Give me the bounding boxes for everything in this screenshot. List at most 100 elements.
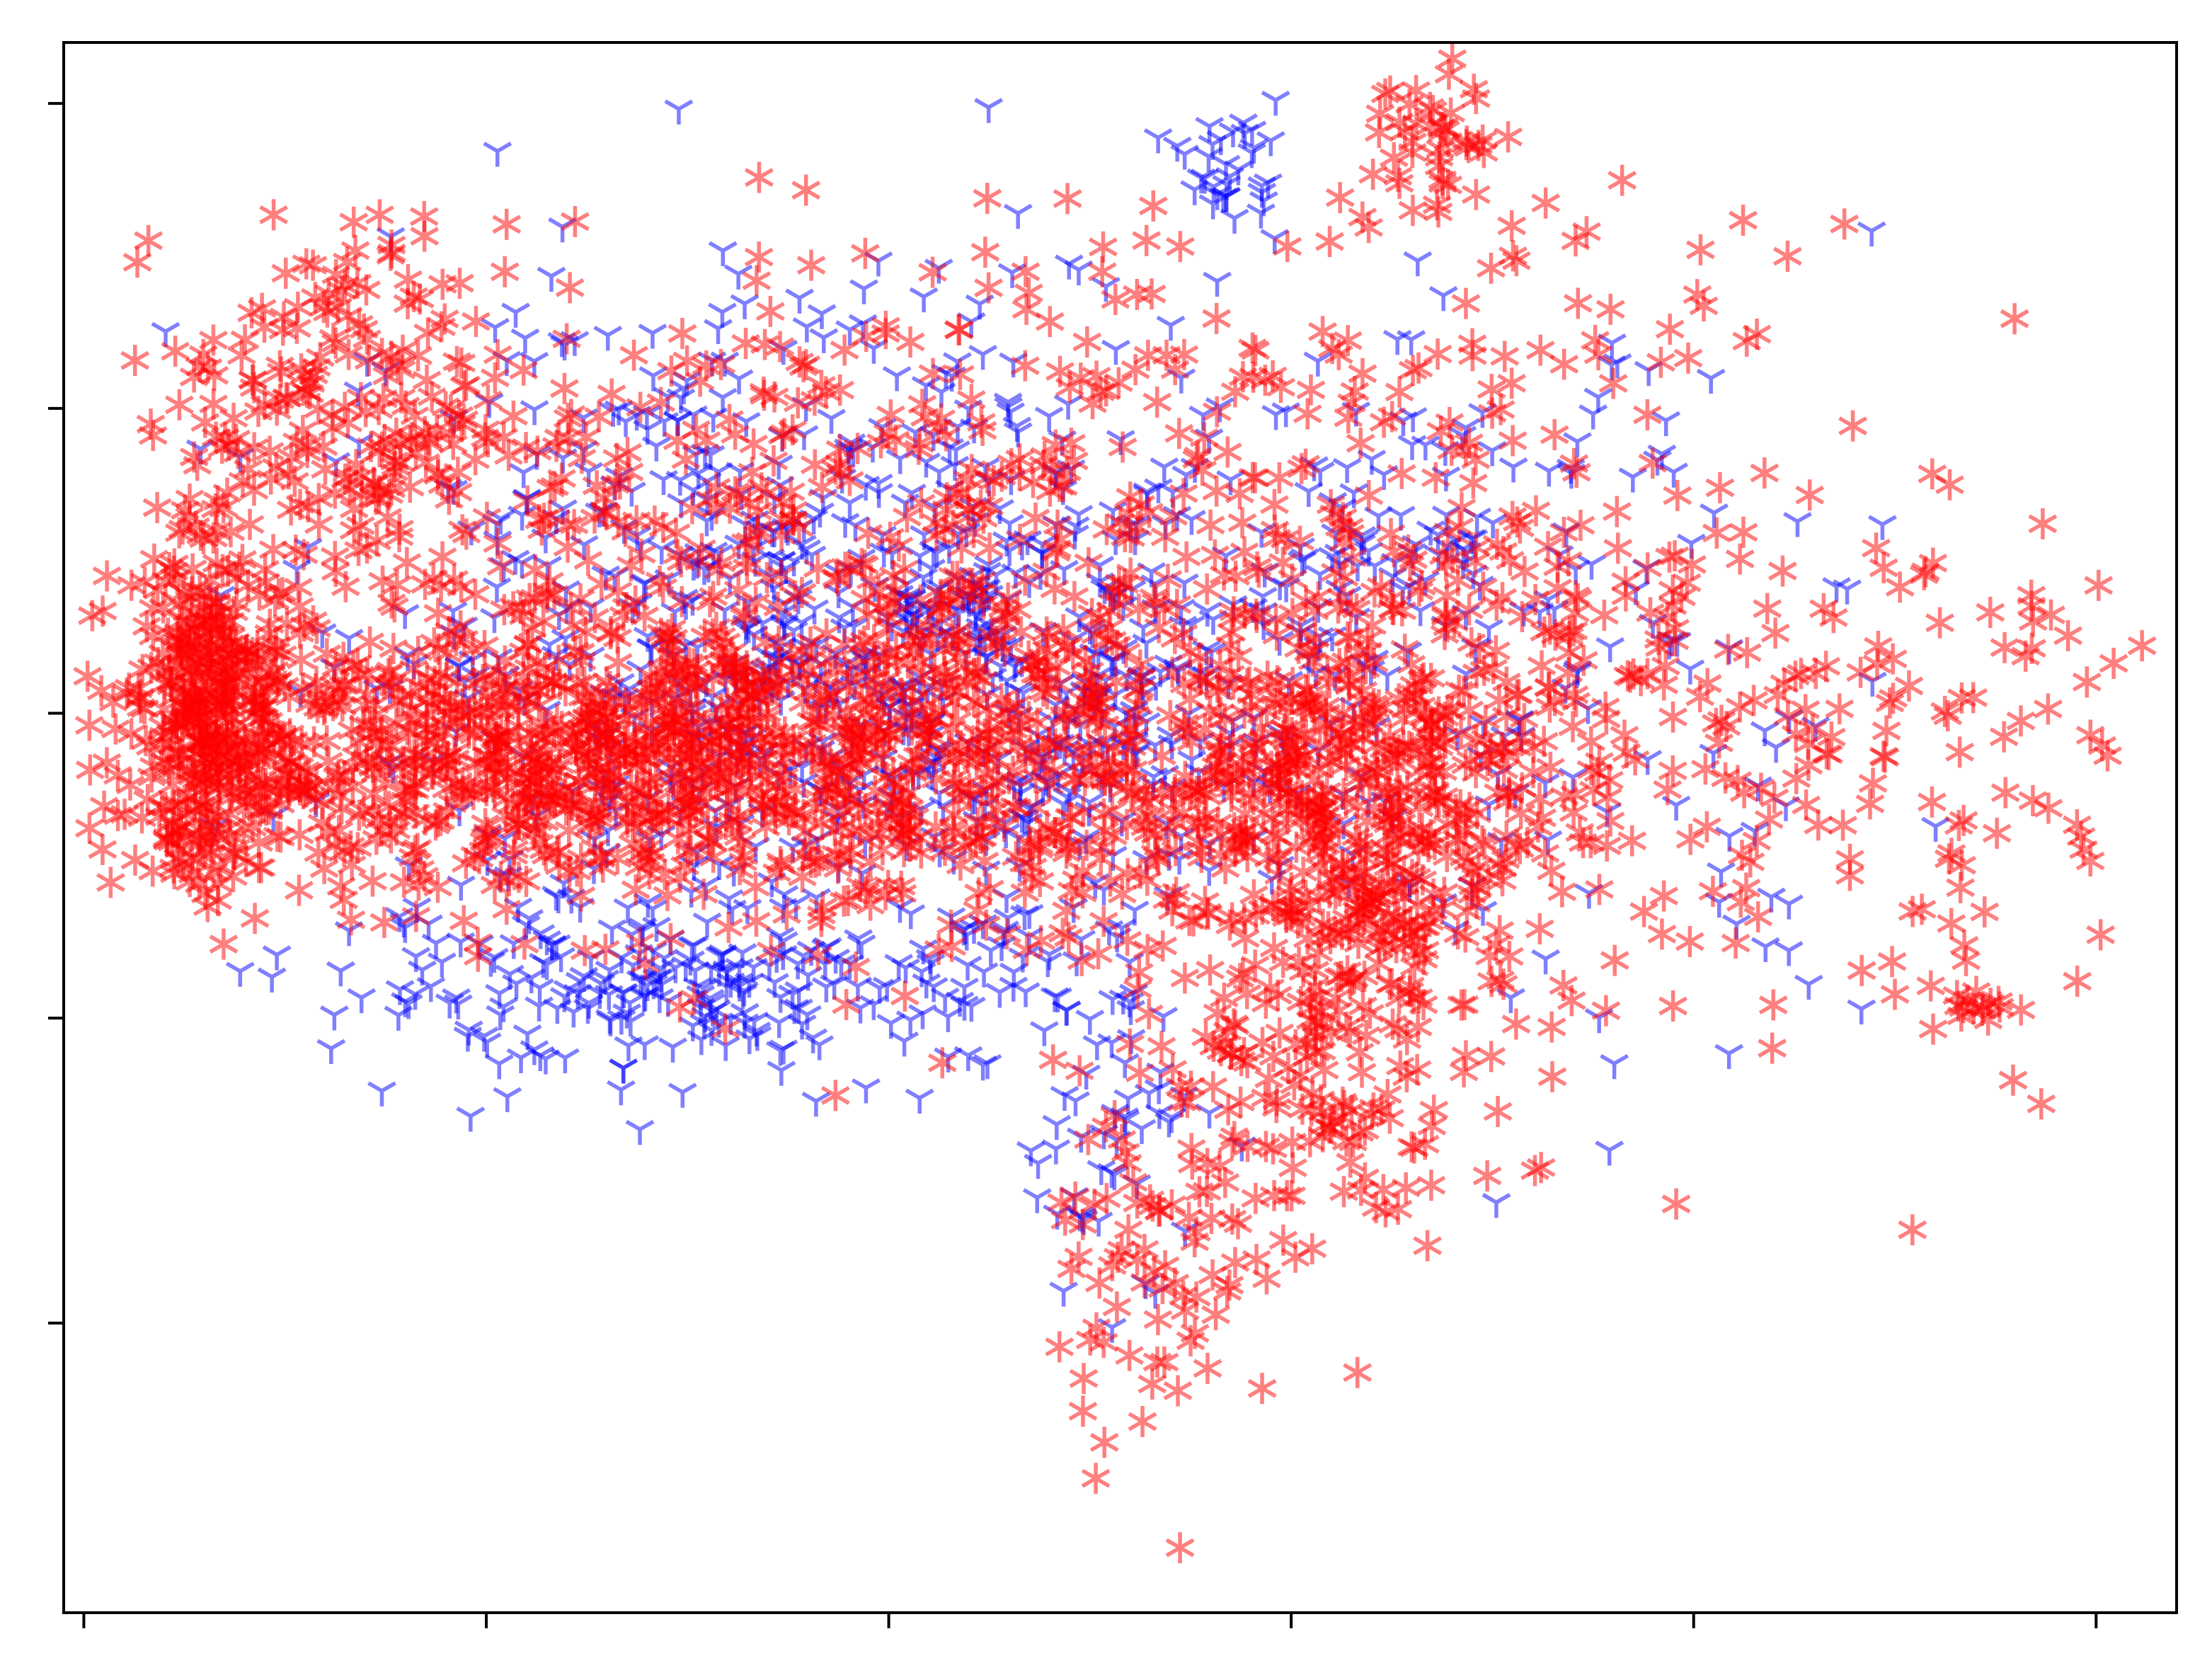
data-point <box>1595 1141 1624 1166</box>
data-point <box>1663 480 1692 512</box>
data-point <box>1675 659 1705 685</box>
data-point <box>1830 208 1859 240</box>
data-point <box>1812 738 1841 770</box>
data-point <box>615 993 645 1019</box>
data-point <box>1562 432 1592 457</box>
data-point <box>1483 1095 1513 1127</box>
data-point <box>225 961 255 987</box>
data-point <box>1264 462 1294 494</box>
data-point <box>1563 287 1593 319</box>
data-point <box>549 372 579 404</box>
data-point <box>262 945 292 971</box>
data-point <box>1578 404 1608 430</box>
data-point <box>849 279 878 304</box>
data-point <box>339 206 369 238</box>
data-point <box>569 966 599 992</box>
data-point <box>817 408 846 434</box>
data-point <box>996 402 1026 428</box>
data-point <box>933 1007 963 1032</box>
data-point <box>850 237 880 269</box>
data-point <box>1494 121 1523 153</box>
data-point <box>136 408 166 440</box>
data-point <box>560 205 590 237</box>
data-point <box>1990 777 2020 808</box>
data-point <box>1387 457 1416 489</box>
data-point <box>1457 328 1487 360</box>
data-point <box>1102 1291 1132 1323</box>
data-point <box>1675 925 1704 957</box>
data-point <box>1858 767 1888 799</box>
data-point <box>1256 131 1285 156</box>
data-point <box>1016 1141 1045 1167</box>
data-point <box>1675 823 1705 855</box>
data-point <box>1195 117 1225 142</box>
data-point <box>1061 1091 1090 1116</box>
data-point <box>1180 180 1210 205</box>
data-point <box>593 326 623 351</box>
data-point <box>1795 479 1825 511</box>
data-point <box>895 326 925 358</box>
data-point <box>1461 178 1491 210</box>
data-point <box>1082 1035 1112 1061</box>
data-point <box>1271 402 1301 428</box>
data-point <box>410 220 440 252</box>
data-point <box>1498 425 1528 457</box>
data-point <box>1428 285 1458 311</box>
data-point <box>725 976 755 1002</box>
data-point <box>1783 512 1812 537</box>
data-point <box>257 967 287 993</box>
data-point <box>88 833 118 865</box>
data-point <box>1042 1114 1072 1141</box>
data-point <box>537 266 566 292</box>
data-point <box>445 268 474 299</box>
data-point <box>985 983 1014 1008</box>
data-point <box>1658 755 1687 787</box>
data-point <box>1354 480 1384 512</box>
data-point <box>1045 1331 1075 1363</box>
data-point <box>1870 741 1900 773</box>
data-point <box>1885 571 1915 603</box>
data-point <box>801 1091 831 1117</box>
data-point <box>480 362 510 394</box>
data-point <box>541 934 571 959</box>
data-point <box>1917 786 1947 818</box>
data-point <box>1758 989 1788 1021</box>
data-point <box>976 940 1006 966</box>
data-point <box>1038 1044 1068 1076</box>
data-point <box>1482 1193 1511 1218</box>
data-point <box>953 1046 983 1071</box>
data-point <box>336 904 366 936</box>
data-point <box>120 345 150 377</box>
data-point <box>1143 128 1173 154</box>
data-point <box>1537 1061 1567 1092</box>
data-point <box>164 389 194 421</box>
data-point <box>974 272 1004 304</box>
data-point <box>927 1047 957 1079</box>
data-point <box>558 1002 588 1028</box>
data-point <box>730 294 760 319</box>
data-point <box>1713 634 1743 665</box>
data-point <box>667 1082 697 1108</box>
data-point <box>1084 1211 1113 1237</box>
data-point <box>1658 990 1687 1022</box>
data-point <box>326 961 355 987</box>
data-point <box>1385 376 1414 408</box>
data-point <box>714 888 744 915</box>
data-point <box>1218 122 1248 148</box>
data-point <box>614 1036 643 1061</box>
data-point <box>1202 302 1232 334</box>
data-point <box>449 370 479 402</box>
data-point <box>1673 342 1703 374</box>
data-point <box>483 142 512 167</box>
data-point <box>890 1031 919 1057</box>
data-point <box>755 295 785 327</box>
data-point <box>1750 457 1780 489</box>
data-point <box>1944 810 1973 842</box>
data-point <box>1458 467 1488 499</box>
data-point <box>1247 203 1276 229</box>
data-point <box>780 998 809 1024</box>
data-point <box>1202 475 1232 507</box>
data-point <box>1828 809 1857 841</box>
data-point <box>416 976 446 1002</box>
data-point <box>506 1048 536 1073</box>
